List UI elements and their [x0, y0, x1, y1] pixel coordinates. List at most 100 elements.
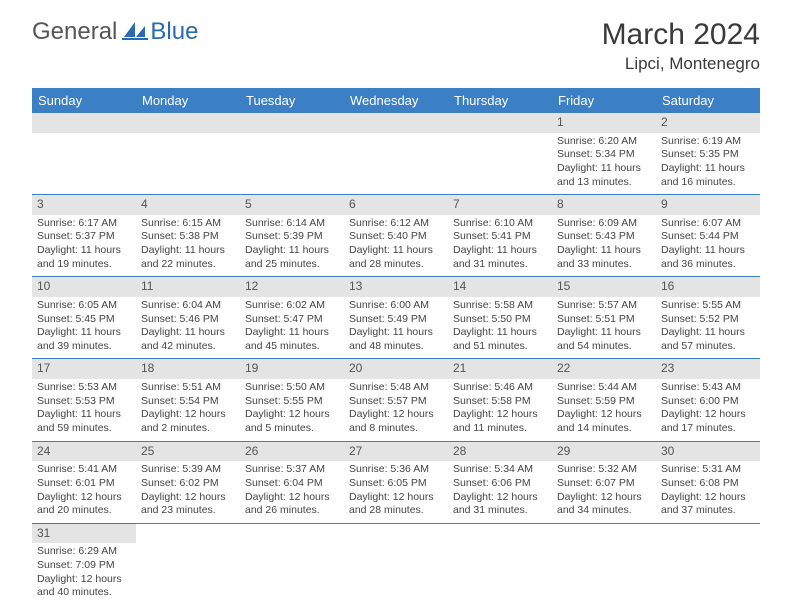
day-number: 15: [552, 277, 656, 297]
day-number: 13: [344, 277, 448, 297]
sunset-line: Sunset: 6:00 PM: [661, 395, 755, 409]
sunset-line: Sunset: 5:57 PM: [349, 395, 443, 409]
sunrise-line: Sunrise: 5:41 AM: [37, 463, 131, 477]
sunset-line: Sunset: 6:01 PM: [37, 477, 131, 491]
daylight-line: Daylight: 11 hours and 28 minutes.: [349, 244, 443, 271]
daylight-line: Daylight: 11 hours and 54 minutes.: [557, 326, 651, 353]
day-cell-19: 19Sunrise: 5:50 AMSunset: 5:55 PMDayligh…: [240, 359, 344, 440]
day-number: 11: [136, 277, 240, 297]
sunrise-line: Sunrise: 5:48 AM: [349, 381, 443, 395]
day-cell-7: 7Sunrise: 6:10 AMSunset: 5:41 PMDaylight…: [448, 195, 552, 276]
day-number: 24: [32, 442, 136, 462]
sunset-line: Sunset: 5:47 PM: [245, 313, 339, 327]
day-cell-empty: [344, 113, 448, 194]
day-cell-4: 4Sunrise: 6:15 AMSunset: 5:38 PMDaylight…: [136, 195, 240, 276]
day-cell-empty: [448, 113, 552, 194]
daylight-line: Daylight: 11 hours and 57 minutes.: [661, 326, 755, 353]
day-cell-15: 15Sunrise: 5:57 AMSunset: 5:51 PMDayligh…: [552, 277, 656, 358]
logo-text-blue: Blue: [150, 18, 198, 46]
calendar: SundayMondayTuesdayWednesdayThursdayFrid…: [32, 88, 760, 605]
logo-sail-icon: [122, 19, 148, 46]
daylight-line: Daylight: 12 hours and 11 minutes.: [453, 408, 547, 435]
daylight-line: Daylight: 12 hours and 40 minutes.: [37, 573, 131, 600]
sunrise-line: Sunrise: 6:12 AM: [349, 217, 443, 231]
day-number: 6: [344, 195, 448, 215]
daylight-line: Daylight: 12 hours and 8 minutes.: [349, 408, 443, 435]
sunset-line: Sunset: 5:37 PM: [37, 230, 131, 244]
sunrise-line: Sunrise: 5:44 AM: [557, 381, 651, 395]
day-number: 14: [448, 277, 552, 297]
sunset-line: Sunset: 5:39 PM: [245, 230, 339, 244]
day-cell-30: 30Sunrise: 5:31 AMSunset: 6:08 PMDayligh…: [656, 442, 760, 523]
day-number: 17: [32, 359, 136, 379]
day-cell-13: 13Sunrise: 6:00 AMSunset: 5:49 PMDayligh…: [344, 277, 448, 358]
sunrise-line: Sunrise: 6:04 AM: [141, 299, 235, 313]
sunset-line: Sunset: 5:43 PM: [557, 230, 651, 244]
day-number: 2: [656, 113, 760, 133]
daylight-line: Daylight: 11 hours and 31 minutes.: [453, 244, 547, 271]
sunrise-line: Sunrise: 5:51 AM: [141, 381, 235, 395]
month-title: March 2024: [602, 18, 760, 52]
day-number: 4: [136, 195, 240, 215]
location: Lipci, Montenegro: [602, 54, 760, 74]
day-cell-18: 18Sunrise: 5:51 AMSunset: 5:54 PMDayligh…: [136, 359, 240, 440]
daylight-line: Daylight: 11 hours and 45 minutes.: [245, 326, 339, 353]
sunset-line: Sunset: 5:52 PM: [661, 313, 755, 327]
day-header-monday: Monday: [136, 88, 240, 113]
daylight-line: Daylight: 12 hours and 23 minutes.: [141, 491, 235, 518]
sunset-line: Sunset: 5:38 PM: [141, 230, 235, 244]
day-cell-11: 11Sunrise: 6:04 AMSunset: 5:46 PMDayligh…: [136, 277, 240, 358]
sunset-line: Sunset: 6:02 PM: [141, 477, 235, 491]
sunset-line: Sunset: 5:34 PM: [557, 148, 651, 162]
day-cell-empty: [136, 113, 240, 194]
day-number: 31: [32, 524, 136, 544]
sunrise-line: Sunrise: 6:17 AM: [37, 217, 131, 231]
day-cell-31: 31Sunrise: 6:29 AMSunset: 7:09 PMDayligh…: [32, 524, 136, 605]
day-cell-12: 12Sunrise: 6:02 AMSunset: 5:47 PMDayligh…: [240, 277, 344, 358]
sunrise-line: Sunrise: 6:29 AM: [37, 545, 131, 559]
sunset-line: Sunset: 5:58 PM: [453, 395, 547, 409]
sunrise-line: Sunrise: 6:09 AM: [557, 217, 651, 231]
day-cell-21: 21Sunrise: 5:46 AMSunset: 5:58 PMDayligh…: [448, 359, 552, 440]
calendar-header-row: SundayMondayTuesdayWednesdayThursdayFrid…: [32, 88, 760, 113]
day-number: 5: [240, 195, 344, 215]
day-cell-2: 2Sunrise: 6:19 AMSunset: 5:35 PMDaylight…: [656, 113, 760, 194]
day-number: 20: [344, 359, 448, 379]
calendar-row: 17Sunrise: 5:53 AMSunset: 5:53 PMDayligh…: [32, 359, 760, 441]
daylight-line: Daylight: 12 hours and 31 minutes.: [453, 491, 547, 518]
daylight-line: Daylight: 11 hours and 39 minutes.: [37, 326, 131, 353]
sunset-line: Sunset: 5:45 PM: [37, 313, 131, 327]
day-cell-16: 16Sunrise: 5:55 AMSunset: 5:52 PMDayligh…: [656, 277, 760, 358]
day-number: 18: [136, 359, 240, 379]
day-number: 22: [552, 359, 656, 379]
day-cell-empty: [240, 524, 344, 605]
sunrise-line: Sunrise: 6:19 AM: [661, 135, 755, 149]
calendar-row: 31Sunrise: 6:29 AMSunset: 7:09 PMDayligh…: [32, 524, 760, 605]
sunset-line: Sunset: 5:54 PM: [141, 395, 235, 409]
day-header-saturday: Saturday: [656, 88, 760, 113]
day-number: 28: [448, 442, 552, 462]
sunset-line: Sunset: 5:35 PM: [661, 148, 755, 162]
sunrise-line: Sunrise: 5:39 AM: [141, 463, 235, 477]
sunrise-line: Sunrise: 6:14 AM: [245, 217, 339, 231]
title-block: March 2024 Lipci, Montenegro: [602, 18, 760, 74]
sunrise-line: Sunrise: 5:34 AM: [453, 463, 547, 477]
daylight-line: Daylight: 11 hours and 25 minutes.: [245, 244, 339, 271]
day-cell-empty: [240, 113, 344, 194]
day-number: 21: [448, 359, 552, 379]
daylight-line: Daylight: 11 hours and 59 minutes.: [37, 408, 131, 435]
daylight-line: Daylight: 12 hours and 14 minutes.: [557, 408, 651, 435]
daylight-line: Daylight: 11 hours and 33 minutes.: [557, 244, 651, 271]
calendar-row: 10Sunrise: 6:05 AMSunset: 5:45 PMDayligh…: [32, 277, 760, 359]
day-number-empty: [32, 113, 136, 133]
day-cell-empty: [32, 113, 136, 194]
day-number: 23: [656, 359, 760, 379]
day-number: 3: [32, 195, 136, 215]
sunset-line: Sunset: 5:46 PM: [141, 313, 235, 327]
day-number-empty: [136, 113, 240, 133]
sunrise-line: Sunrise: 6:02 AM: [245, 299, 339, 313]
day-header-thursday: Thursday: [448, 88, 552, 113]
day-cell-23: 23Sunrise: 5:43 AMSunset: 6:00 PMDayligh…: [656, 359, 760, 440]
daylight-line: Daylight: 12 hours and 26 minutes.: [245, 491, 339, 518]
logo: General Blue: [32, 18, 198, 46]
